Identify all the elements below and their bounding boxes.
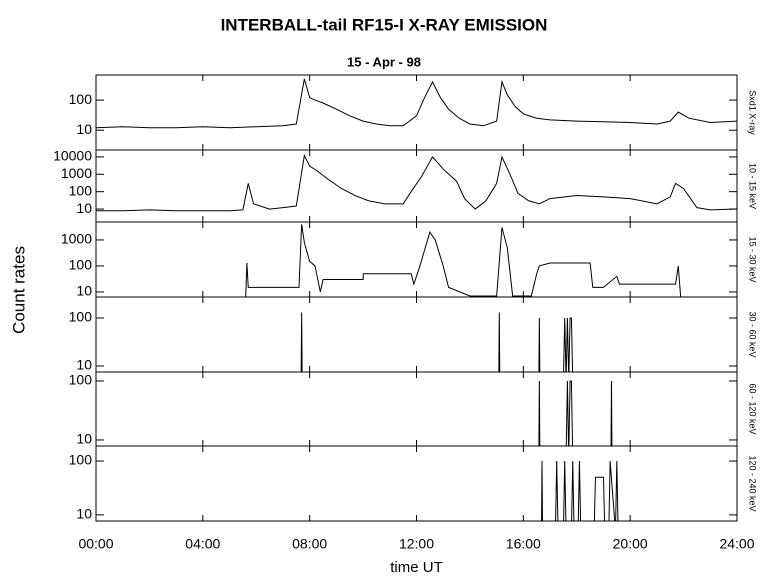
data-line — [538, 380, 613, 446]
y-tick-label: 10 — [76, 431, 92, 447]
data-line — [96, 153, 737, 212]
data-line — [245, 224, 682, 297]
y-tick-label: 100 — [69, 257, 93, 273]
x-tick-label: 00:00 — [78, 536, 113, 552]
panel-label: 30 - 60 keV — [748, 311, 758, 357]
y-tick-label: 10 — [76, 357, 92, 373]
y-tick-label: 100 — [69, 372, 93, 388]
y-axis-label: Count rates — [9, 246, 28, 334]
y-tick-label: 10000 — [53, 148, 92, 164]
y-tick-label: 100 — [69, 182, 93, 198]
x-tick-label: 16:00 — [506, 536, 541, 552]
plot-frame — [95, 221, 738, 298]
y-tick-label: 1000 — [61, 165, 92, 181]
y-tick-label: 100 — [69, 309, 93, 325]
plot-frame — [95, 445, 738, 522]
x-axis-label: time UT — [390, 559, 443, 576]
x-tick-label: 24:00 — [719, 536, 754, 552]
panel-label: 120 - 240 keV — [748, 455, 758, 511]
y-tick-label: 100 — [69, 452, 93, 468]
y-tick-label: 10 — [76, 283, 92, 299]
y-tick-label: 10 — [76, 200, 92, 216]
plot-frame — [95, 296, 738, 373]
panel-label: Sxd1 X-ray — [748, 90, 758, 135]
y-tick-label: 10 — [76, 121, 92, 137]
chart-title: INTERBALL-tail RF15-I X-RAY EMISSION — [221, 15, 548, 34]
x-tick-label: 08:00 — [292, 536, 327, 552]
y-tick-label: 100 — [69, 91, 93, 107]
x-tick-label: 12:00 — [399, 536, 434, 552]
panel-label: 15 - 30 keV — [748, 236, 758, 282]
x-tick-label: 04:00 — [185, 536, 220, 552]
chart-subtitle: 15 - Apr - 98 — [347, 54, 421, 69]
data-line — [541, 460, 619, 521]
x-tick-label: 20:00 — [613, 536, 648, 552]
panel-label: 10 - 15 keV — [748, 163, 758, 209]
data-line — [300, 312, 574, 372]
plot-frame — [95, 74, 738, 151]
plot-frame — [95, 371, 738, 447]
y-tick-label: 1000 — [61, 231, 92, 247]
data-line — [96, 78, 737, 129]
panel-label: 60 - 120 keV — [748, 383, 758, 434]
y-tick-label: 10 — [76, 506, 92, 522]
